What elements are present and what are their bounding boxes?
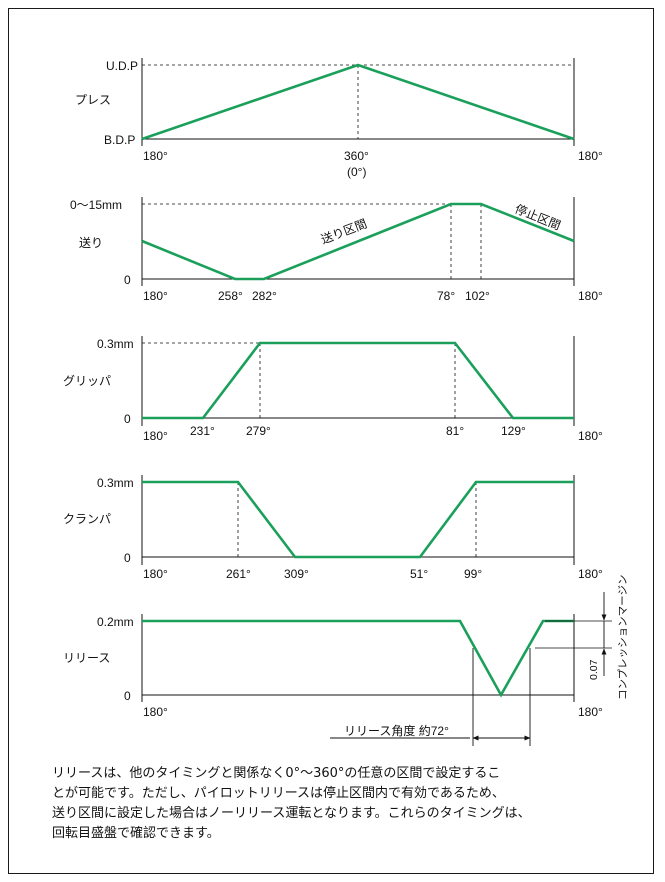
clamper-top-label: 0.3mm <box>97 476 134 490</box>
release-label: リリース <box>63 651 110 665</box>
gripper-tick-279: 279° <box>246 424 271 438</box>
clamper-panel: 0.3mm クランパ 0 180° 261° 309° 51° 99° 180° <box>63 475 603 581</box>
feed-tick-282: 282° <box>252 289 277 303</box>
gripper-tick-129: 129° <box>501 424 526 438</box>
feed-top-label: 0〜15mm <box>70 198 122 212</box>
gripper-tick-180-right: 180° <box>578 429 603 443</box>
feed-zone-feed: 送り区間 <box>319 216 369 247</box>
press-bottom-label: B.D.P <box>104 133 135 147</box>
press-tick-0: (0°) <box>347 165 366 179</box>
clamper-wave <box>142 480 574 559</box>
gripper-tick-231: 231° <box>190 424 215 438</box>
clamper-tick-180-right: 180° <box>578 567 603 581</box>
feed-tick-78: 78° <box>437 289 455 303</box>
feed-label: 送り <box>79 235 103 250</box>
clamper-tick-180-left: 180° <box>143 567 168 581</box>
clamper-bottom-label: 0 <box>124 551 131 565</box>
press-panel: U.D.P プレス B.D.P 180° 360° (0°) 180° <box>75 58 603 179</box>
clamper-label: クランパ <box>63 512 111 526</box>
diagram-frame <box>8 8 654 874</box>
gripper-tick-180-left: 180° <box>143 429 168 443</box>
gripper-tick-81: 81° <box>446 424 464 438</box>
gripper-panel: 0.3mm グリッパ 0 180° 231° 279° 81° 129° 180… <box>63 336 603 443</box>
feed-panel: 0〜15mm 送り 0 送り区間 停止区間 180° 258° 282° 78°… <box>70 197 603 303</box>
gripper-bottom-label: 0 <box>124 412 131 426</box>
press-tick-180-right: 180° <box>578 149 603 163</box>
release-wave <box>142 619 574 698</box>
press-tick-180-left: 180° <box>143 149 168 163</box>
release-margin-label: コンプレッションマージン <box>617 575 629 700</box>
release-top-label: 0.2mm <box>97 615 134 629</box>
feed-tick-180-left: 180° <box>143 289 168 303</box>
clamper-tick-51: 51° <box>410 567 428 581</box>
press-tick-360: 360° <box>344 149 369 163</box>
release-angle-label: リリース角度 約72° <box>344 723 449 738</box>
note-line: リリースは、他のタイミングと関係なく0°〜360°の任意の区間で設定するこ <box>52 766 501 781</box>
clamper-tick-261: 261° <box>226 567 251 581</box>
press-label: プレス <box>75 93 111 107</box>
explanation-note: リリースは、他のタイミングと関係なく0°〜360°の任意の区間で設定するこ とが… <box>52 764 612 844</box>
press-wave <box>141 63 575 141</box>
gripper-label: グリッパ <box>63 374 111 388</box>
note-line: とが可能です。ただし、パイロットリリースは停止区間内で有効であるため、 <box>52 786 505 801</box>
release-margin-value: 0.07 <box>588 659 600 680</box>
feed-tick-180-right: 180° <box>578 289 603 303</box>
gripper-wave <box>142 341 574 420</box>
release-tick-180-right: 180° <box>578 705 603 719</box>
note-line: 送り区間に設定した場合はノーリリース運転となります。これらのタイミングは、 <box>52 806 531 821</box>
feed-bottom-label: 0 <box>124 273 131 287</box>
release-tick-180-left: 180° <box>143 705 168 719</box>
clamper-tick-99: 99° <box>464 567 482 581</box>
note-line: 回転目盛盤で確認できます。 <box>52 826 220 841</box>
release-bottom-label: 0 <box>124 689 131 703</box>
press-top-label: U.D.P <box>106 59 138 73</box>
gripper-top-label: 0.3mm <box>97 337 134 351</box>
feed-tick-258: 258° <box>218 289 243 303</box>
clamper-tick-309: 309° <box>284 567 309 581</box>
feed-tick-102: 102° <box>465 289 490 303</box>
release-panel: リリース角度 約72° 0.07 コンプレッションマージン 0.2mm リリース… <box>63 575 629 746</box>
feed-wave <box>141 202 575 281</box>
